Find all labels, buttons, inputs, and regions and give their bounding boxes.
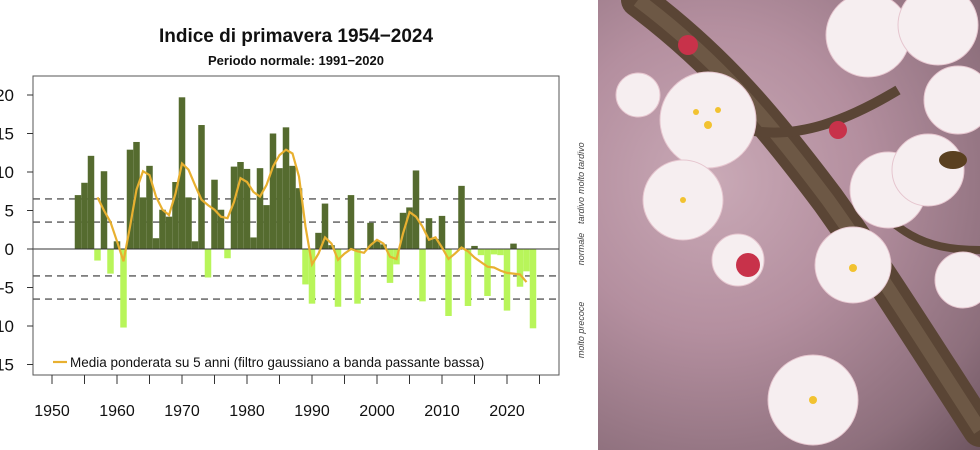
y-tick-label: -15 xyxy=(0,356,14,375)
bar-1960 xyxy=(113,241,121,249)
bar-1959 xyxy=(107,249,114,274)
x-tick-label: 1990 xyxy=(294,403,330,420)
bar-1984 xyxy=(269,133,277,249)
smooth-line xyxy=(96,148,528,283)
bar-1974 xyxy=(204,249,212,278)
bar-1976 xyxy=(217,209,225,249)
bar-1961 xyxy=(120,249,127,328)
y-tick-label: -5 xyxy=(0,279,14,298)
bar-1978 xyxy=(230,166,238,249)
plot-frame xyxy=(32,75,560,376)
bar-2016 xyxy=(477,249,485,256)
band-label: molto precoce xyxy=(576,302,586,359)
bar-1968 xyxy=(165,216,173,249)
band-label: tardivo xyxy=(576,197,586,224)
bar-1982 xyxy=(256,168,264,249)
bar-1980 xyxy=(243,168,251,249)
bar-1965 xyxy=(146,165,153,249)
bar-1973 xyxy=(198,125,205,249)
bar-1955 xyxy=(81,182,88,249)
x-tick-label: 1980 xyxy=(229,403,265,420)
bar-1989 xyxy=(302,249,309,285)
y-tick-label: 15 xyxy=(0,125,14,144)
bar-1985 xyxy=(276,168,283,249)
x-tick-label: 1960 xyxy=(99,403,135,420)
y-tick-label: 20 xyxy=(0,86,14,105)
bar-2006 xyxy=(412,170,420,249)
bar-1997 xyxy=(354,249,361,304)
bar-1986 xyxy=(282,127,290,249)
bar-1994 xyxy=(334,249,342,307)
x-tick-label: 1970 xyxy=(164,403,200,420)
bar-2013 xyxy=(458,185,465,249)
bar-2008 xyxy=(425,218,433,249)
bar-1967 xyxy=(159,209,166,249)
bar-1962 xyxy=(126,149,134,249)
y-tick-label: -10 xyxy=(0,317,14,336)
bar-2014 xyxy=(464,249,472,306)
blossom-illustration xyxy=(615,0,980,447)
bar-2019 xyxy=(497,249,504,256)
bar-2009 xyxy=(432,238,439,249)
bar-1991 xyxy=(315,232,322,249)
bars xyxy=(74,97,537,329)
y-tick-label: 0 xyxy=(5,240,14,259)
bar-1977 xyxy=(224,249,231,259)
bar-1972 xyxy=(191,241,199,249)
bar-1971 xyxy=(185,197,192,249)
bar-2021 xyxy=(510,243,517,249)
bar-1969 xyxy=(172,182,179,249)
chart-title: Indice di primavera 1954−2024 xyxy=(159,26,434,47)
y-tick-label: 10 xyxy=(0,163,14,182)
bar-1987 xyxy=(289,165,296,249)
bar-2001 xyxy=(380,244,387,249)
bar-1966 xyxy=(152,238,160,249)
x-tick-label: 2000 xyxy=(359,403,395,420)
y-tick-label: 5 xyxy=(5,202,14,221)
bar-1983 xyxy=(263,205,270,249)
bar-1956 xyxy=(87,155,95,249)
bar-2010 xyxy=(438,215,446,249)
bar-1996 xyxy=(347,195,355,249)
bar-2000 xyxy=(373,241,381,249)
bar-1981 xyxy=(250,237,257,249)
bar-1990 xyxy=(308,249,316,304)
bar-1964 xyxy=(139,197,147,249)
bar-1979 xyxy=(237,161,244,249)
chart-subtitle: Periodo normale: 1991−2020 xyxy=(208,53,384,68)
bar-1957 xyxy=(94,249,101,261)
bar-2022 xyxy=(516,249,524,287)
spring-index-chart: Indice di primavera 1954−2024 Periodo no… xyxy=(0,26,586,420)
legend-label: Media ponderata su 5 anni (filtro gaussi… xyxy=(70,355,484,370)
bar-2020 xyxy=(503,249,511,311)
bar-2007 xyxy=(419,249,426,302)
band-label: molto tardivo xyxy=(576,142,586,194)
x-tick-label: 1950 xyxy=(34,403,70,420)
x-tick-label: 2020 xyxy=(489,403,525,420)
bar-2002 xyxy=(386,249,394,283)
bar-2023 xyxy=(523,249,530,272)
bar-2024 xyxy=(529,249,537,329)
x-axis: 1950 1960 1970 1980 1990 2000 2010 2020 xyxy=(34,375,540,420)
bar-1992 xyxy=(321,203,329,249)
bar-2017 xyxy=(484,249,491,296)
bar-2018 xyxy=(490,249,498,255)
bar-1988 xyxy=(295,188,303,249)
bar-1993 xyxy=(328,245,335,249)
bar-2005 xyxy=(406,207,413,249)
bar-2015 xyxy=(471,245,478,249)
bar-1975 xyxy=(211,179,218,249)
band-labels: molto tardivo tardivo normale molto precoce xyxy=(576,142,586,358)
bar-2011 xyxy=(445,249,452,316)
bar-1954 xyxy=(74,195,82,249)
bar-1970 xyxy=(178,97,186,249)
bar-1999 xyxy=(367,222,374,249)
x-tick-label: 2010 xyxy=(424,403,460,420)
band-label: normale xyxy=(576,233,586,266)
apricot-blossom-photo xyxy=(598,0,980,450)
y-axis: 20 15 10 5 0 -5 -10 -15 xyxy=(0,86,33,375)
